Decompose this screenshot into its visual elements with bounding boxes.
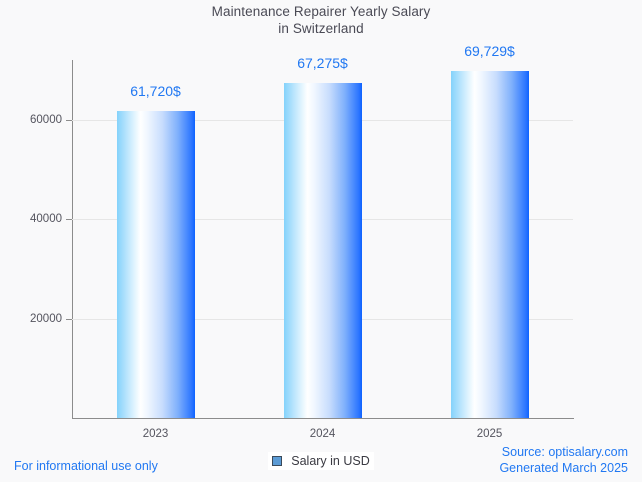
bar[interactable]	[116, 111, 195, 418]
y-tick-label: 20000	[30, 312, 62, 325]
chart-title-line-2: in Switzerland	[278, 21, 364, 36]
bar[interactable]	[283, 83, 362, 418]
x-tick-label: 2023	[142, 428, 169, 440]
y-tick-label: 60000	[30, 113, 62, 126]
legend-label: Salary in USD	[291, 454, 370, 468]
chart-title: Maintenance Repairer Yearly Salary in Sw…	[0, 3, 642, 37]
disclaimer-text: For informational use only	[14, 459, 158, 473]
y-axis: 20000 40000 60000	[0, 0, 62, 482]
legend-swatch-icon	[272, 456, 283, 466]
generated-text: Generated March 2025	[499, 461, 628, 475]
x-tick-label: 2025	[476, 428, 503, 440]
legend-item[interactable]: Salary in USD	[268, 452, 374, 470]
x-tick-label: 2024	[309, 428, 336, 440]
y-tick-label: 40000	[30, 213, 62, 226]
source-text: Source: optisalary.com	[501, 445, 628, 459]
source-block: Source: optisalary.com Generated March 2…	[499, 444, 628, 476]
y-tick-mark	[66, 318, 72, 320]
chart-legend: Salary in USD	[0, 452, 642, 470]
bar-value-label: 61,720$	[130, 83, 181, 100]
bar[interactable]	[450, 71, 529, 418]
bar-value-label: 67,275$	[297, 55, 348, 72]
x-axis-line	[72, 418, 574, 419]
chart-title-line-1: Maintenance Repairer Yearly Salary	[211, 4, 431, 19]
y-tick-mark	[66, 119, 72, 121]
y-axis-line	[72, 60, 73, 419]
bar-value-label: 69,729$	[464, 43, 515, 60]
y-tick-mark	[66, 219, 72, 221]
plot-area	[72, 60, 573, 418]
